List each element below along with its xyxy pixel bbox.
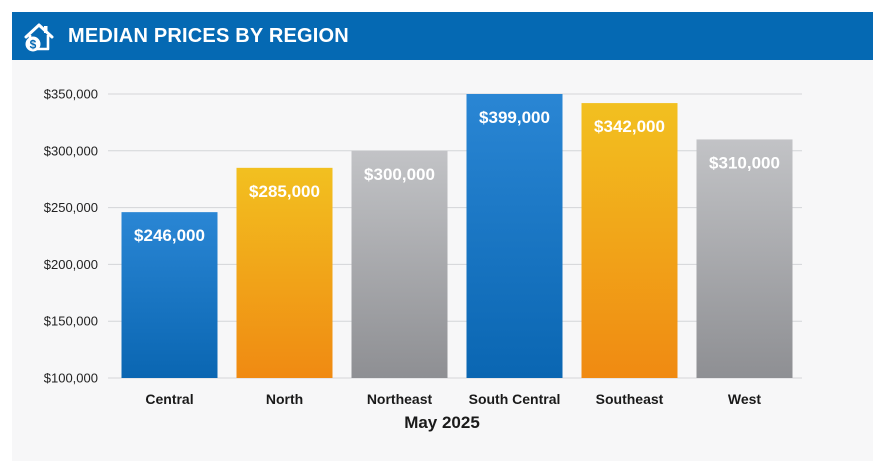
bar-central bbox=[121, 212, 218, 378]
y-tick-label: $100,000 bbox=[44, 371, 98, 386]
x-tick-label: Northeast bbox=[367, 391, 433, 407]
house-dollar-icon: $ bbox=[24, 23, 54, 52]
gridlines bbox=[108, 93, 802, 379]
x-tick-label: South Central bbox=[469, 391, 561, 407]
x-axis-label: May 2025 bbox=[404, 413, 480, 432]
data-label: $310,000 bbox=[709, 153, 780, 172]
y-tick-label: $200,000 bbox=[44, 257, 98, 272]
bar-south-central bbox=[466, 94, 563, 378]
data-label: $342,000 bbox=[594, 117, 665, 136]
y-tick-label: $150,000 bbox=[44, 314, 98, 329]
bar-north bbox=[236, 167, 333, 378]
y-tick-label: $350,000 bbox=[44, 87, 98, 102]
x-tick-label: Southeast bbox=[596, 391, 664, 407]
data-label: $246,000 bbox=[134, 226, 205, 245]
chart-title: MEDIAN PRICES BY REGION bbox=[68, 25, 349, 47]
chart-header: $ MEDIAN PRICES BY REGION bbox=[12, 12, 873, 60]
x-axis: Central North Northeast South Central Southe… bbox=[145, 391, 761, 407]
y-axis: $100,000 $150,000 $200,000 $250,000 $300,000… bbox=[44, 87, 98, 386]
bars: $246,000 $285,000 $300,000 $399,000 $342,000… bbox=[121, 94, 793, 378]
x-tick-label: West bbox=[728, 391, 762, 407]
x-tick-label: Central bbox=[145, 391, 193, 407]
data-label: $399,000 bbox=[479, 108, 550, 127]
bar-northeast bbox=[351, 150, 448, 378]
x-tick-label: North bbox=[266, 391, 303, 407]
data-label: $285,000 bbox=[249, 182, 320, 201]
data-label: $300,000 bbox=[364, 165, 435, 184]
y-tick-label: $300,000 bbox=[44, 143, 98, 158]
svg-text:$: $ bbox=[30, 38, 37, 52]
y-tick-label: $250,000 bbox=[44, 200, 98, 215]
bar-southeast bbox=[581, 103, 678, 378]
bar-west bbox=[696, 139, 793, 378]
